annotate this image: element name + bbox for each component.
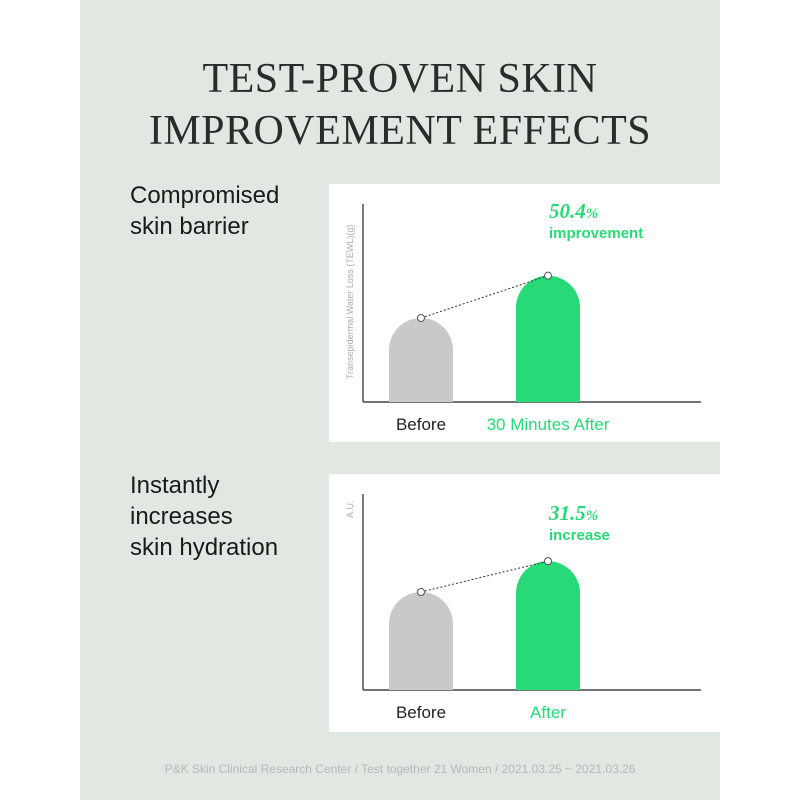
tewl-chart-card: Transepidermal Water Loss (TEWL)(g) Befor…: [329, 184, 741, 442]
y-axis-label: Transepidermal Water Loss (TEWL)(g): [345, 225, 355, 379]
section-2-label-line: Instantly: [130, 472, 220, 499]
trend-connector: [420, 560, 549, 593]
x-tick-label: 30 Minutes After: [487, 415, 610, 434]
bar-before: [389, 318, 453, 402]
title-line-1: TEST-PROVEN SKIN: [202, 56, 598, 102]
section-1-label-line: Compromised: [130, 182, 280, 209]
chart-svg: Transepidermal Water Loss (TEWL)(g) Befor…: [345, 199, 701, 434]
annotation-unit: %: [586, 508, 599, 524]
annotation-value: 50.4%: [549, 199, 598, 223]
point-marker: [417, 588, 425, 596]
footer-note: P&K Skin Clinical Research Center / Test…: [164, 762, 636, 776]
point-marker: [544, 271, 552, 280]
x-tick-label: Before: [396, 703, 446, 722]
point-marker: [417, 314, 425, 322]
annotation-unit: %: [586, 206, 599, 222]
x-tick-label: After: [530, 703, 566, 722]
y-axis-label: A.U.: [345, 500, 355, 518]
infographic-panel: TEST-PROVEN SKIN IMPROVEMENT EFFECTS Com…: [80, 0, 741, 800]
section-2-label-line: skin hydration: [130, 534, 279, 561]
annotation-text: increase: [549, 527, 610, 544]
hydration-chart-card: A.U. Before After 31.5% increase: [329, 474, 741, 732]
annotation-text: improvement: [549, 225, 643, 242]
annotation-value: 31.5%: [548, 501, 598, 525]
bar-after: [516, 561, 580, 690]
section-1-label-line: skin barrier: [130, 213, 249, 240]
chart-svg: A.U. Before After 31.5% increase: [345, 494, 701, 722]
x-tick-label: Before: [396, 415, 446, 434]
title-line-2: IMPROVEMENT EFFECTS: [148, 108, 652, 154]
section-2-label: Instantly increases skin hydration: [130, 470, 278, 563]
point-marker: [544, 557, 552, 566]
bar-before: [389, 592, 453, 690]
bar-after: [516, 275, 580, 402]
section-1-label: Compromised skin barrier: [130, 180, 279, 242]
section-2-label-line: increases: [130, 503, 233, 530]
